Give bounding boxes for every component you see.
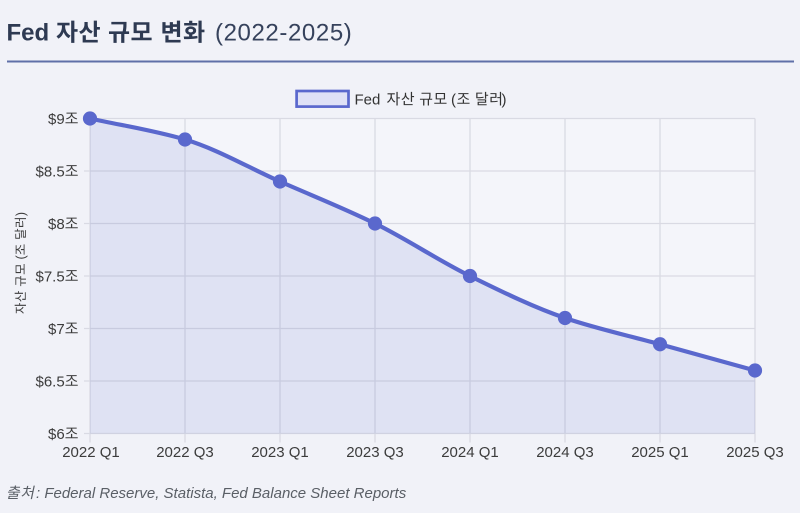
svg-text:: Federal Reserve, Statista, F: : Federal Reserve, Statista, Fed Balance…: [36, 485, 407, 502]
svg-text:(: (: [451, 91, 456, 108]
svg-text:$9: $9: [48, 111, 65, 128]
svg-text:): ): [502, 91, 507, 108]
svg-text:2024 Q3: 2024 Q3: [536, 444, 594, 461]
svg-text:2022 Q1: 2022 Q1: [62, 444, 120, 461]
svg-text:(2022-2025): (2022-2025): [215, 20, 352, 47]
svg-text:$6: $6: [48, 426, 65, 443]
svg-text:(: (: [14, 255, 28, 260]
svg-text:): ): [14, 212, 28, 216]
svg-text:$7.5: $7.5: [35, 268, 64, 285]
svg-text:2023 Q1: 2023 Q1: [251, 444, 309, 461]
svg-text:2022 Q3: 2022 Q3: [156, 444, 214, 461]
svg-text:$8: $8: [48, 216, 65, 233]
svg-text:$6.5: $6.5: [35, 373, 64, 390]
svg-text:2025 Q3: 2025 Q3: [726, 444, 784, 461]
svg-text:2024 Q1: 2024 Q1: [441, 444, 499, 461]
svg-text:2023 Q3: 2023 Q3: [346, 444, 404, 461]
svg-text:$8.5: $8.5: [35, 163, 64, 180]
svg-text:Fed: Fed: [7, 20, 50, 47]
svg-text:Fed: Fed: [355, 91, 381, 108]
svg-text:$7: $7: [48, 321, 65, 338]
svg-text:2025 Q1: 2025 Q1: [631, 444, 689, 461]
